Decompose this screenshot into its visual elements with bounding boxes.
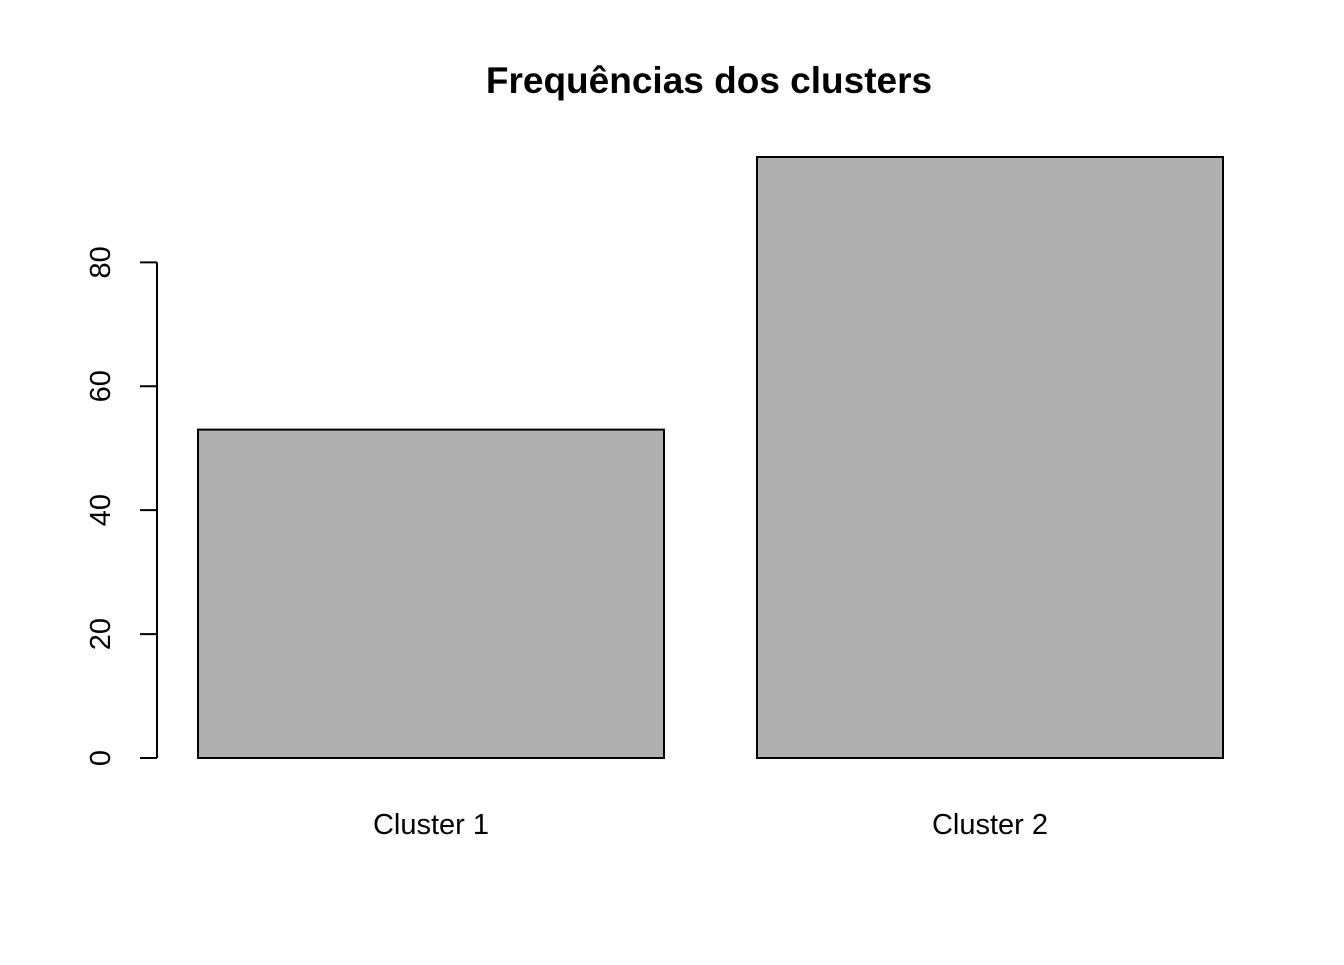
y-tick-label-40: 40: [85, 494, 117, 526]
category-label-1: Cluster 1: [373, 809, 489, 841]
y-axis: 0 20 40 60 80: [85, 246, 158, 766]
chart-title: Frequências dos clusters: [486, 60, 932, 101]
bar-2: [756, 156, 1224, 759]
x-axis-labels: Cluster 1 Cluster 2: [373, 809, 1048, 841]
bar-1: [197, 428, 665, 759]
y-tick-label-60: 60: [85, 370, 117, 402]
bars-layer: [197, 156, 1224, 759]
y-tick-label-80: 80: [85, 246, 117, 278]
y-tick-label-20: 20: [85, 618, 117, 650]
category-label-2: Cluster 2: [932, 809, 1048, 841]
y-tick-label-0: 0: [85, 750, 117, 766]
